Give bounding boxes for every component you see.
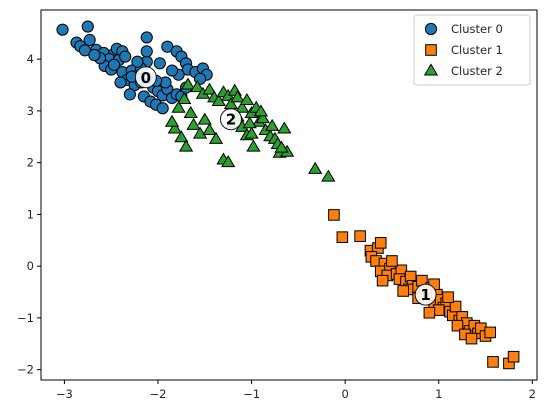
legend-item: Cluster 0 (424, 22, 503, 36)
legend-marker (423, 63, 439, 76)
cluster-center-label: 2 (226, 111, 236, 129)
x-tick-label: −2 (150, 387, 167, 401)
data-point (354, 230, 366, 242)
data-point (255, 111, 270, 124)
cluster-center-label: 0 (141, 69, 151, 87)
data-point (328, 209, 340, 221)
data-point (386, 255, 398, 267)
cluster-center-marker (134, 66, 157, 89)
data-point (140, 31, 153, 44)
y-axis: −2 −1 0 1 2 3 4 (17, 52, 41, 377)
y-tick-label: −2 (17, 363, 34, 377)
x-axis: −3 −2 −1 0 1 2 (56, 380, 536, 401)
data-point (114, 76, 127, 89)
data-point (277, 121, 292, 134)
plot-marks (56, 20, 520, 370)
data-point (235, 100, 250, 113)
cluster-center-label: 1 (420, 286, 430, 304)
data-point (190, 80, 205, 93)
data-point (192, 126, 208, 139)
x-tick-label: 1 (435, 387, 442, 401)
data-point (119, 50, 132, 63)
data-point (239, 92, 255, 106)
legend-label: Cluster 2 (451, 64, 503, 78)
legend: Cluster 0 Cluster 1 Cluster 2 (413, 14, 531, 86)
cluster-center-marker (219, 108, 242, 131)
data-point (374, 237, 387, 249)
legend-marker (425, 44, 437, 56)
data-point (265, 118, 280, 131)
data-point (246, 139, 261, 152)
data-point (202, 122, 217, 136)
data-point (156, 102, 169, 115)
legend-label: Cluster 1 (451, 43, 503, 57)
legend-item: Cluster 2 (423, 63, 503, 78)
cluster-center-marker (414, 283, 437, 306)
data-point (274, 140, 289, 153)
data-point (140, 45, 153, 58)
cluster-centers: 0 1 2 (134, 66, 437, 306)
legend-label: Cluster 0 (451, 22, 503, 36)
data-point (123, 88, 137, 101)
data-point (131, 55, 144, 68)
legend-marker (424, 22, 438, 36)
data-point (423, 306, 436, 319)
data-point (88, 48, 101, 62)
data-point (178, 139, 194, 152)
data-point (83, 33, 96, 47)
data-point (107, 58, 121, 71)
y-tick-label: 3 (27, 104, 34, 118)
data-point (451, 319, 464, 332)
data-point (442, 291, 454, 304)
x-tick-label: 2 (529, 387, 536, 401)
data-point (165, 64, 179, 77)
y-tick-label: 2 (27, 156, 34, 170)
data-point (336, 231, 349, 243)
data-point (171, 100, 186, 113)
data-point (177, 91, 192, 104)
data-point (174, 130, 189, 143)
x-tick-label: −1 (243, 387, 260, 401)
data-point (449, 300, 462, 313)
data-point (208, 131, 224, 144)
data-point (167, 121, 182, 134)
data-point (465, 332, 478, 345)
data-point (321, 169, 336, 182)
data-point (153, 57, 166, 70)
data-point (308, 161, 323, 174)
data-point (180, 77, 196, 90)
data-point (253, 104, 269, 117)
y-tick-label: 1 (27, 207, 34, 221)
data-point (183, 105, 198, 118)
series-cluster-2 (164, 77, 336, 182)
legend-item: Cluster 1 (425, 43, 503, 57)
data-point (197, 112, 212, 125)
data-point (242, 116, 257, 129)
y-tick-label: 0 (27, 259, 34, 273)
legend-box (413, 14, 531, 86)
data-point (487, 356, 499, 368)
data-point (230, 90, 245, 103)
data-point (484, 326, 497, 339)
y-tick-label: 4 (27, 52, 34, 66)
data-point (507, 350, 520, 363)
data-point (56, 23, 69, 36)
x-tick-label: −3 (56, 387, 73, 401)
data-point (164, 114, 180, 127)
data-point (397, 285, 409, 297)
plot-frame (40, 9, 538, 381)
data-point (221, 155, 236, 168)
data-point (81, 20, 94, 33)
data-point (244, 126, 259, 139)
x-tick-label: 0 (341, 387, 348, 401)
y-tick-label: −1 (17, 311, 34, 325)
data-point (376, 274, 389, 287)
data-point (202, 82, 217, 95)
data-point (186, 117, 201, 130)
